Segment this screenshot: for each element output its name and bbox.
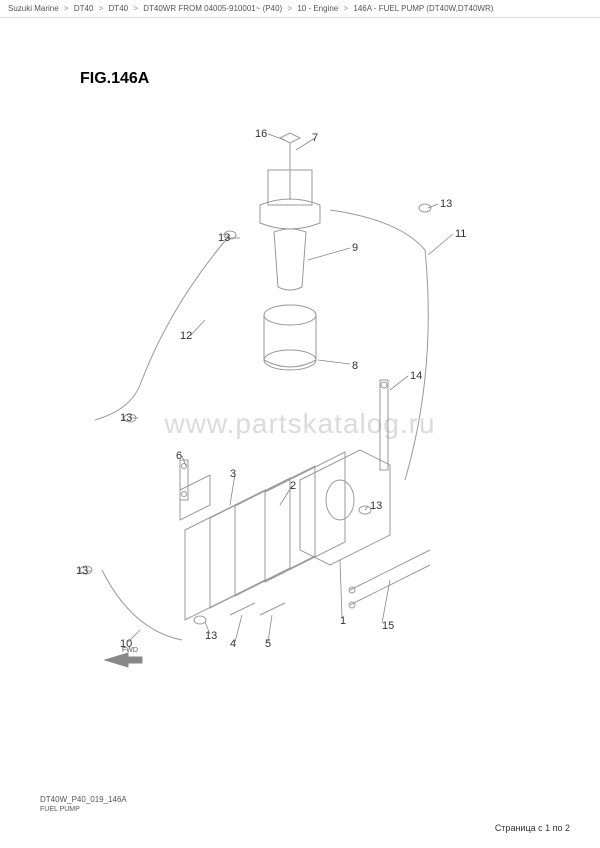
callout-11: 11 bbox=[455, 228, 466, 240]
callout-5: 5 bbox=[265, 638, 271, 650]
breadcrumb-item[interactable]: DT40 bbox=[109, 4, 129, 13]
callout-13: 13 bbox=[76, 565, 88, 577]
callout-2: 2 bbox=[290, 480, 296, 492]
breadcrumb-item[interactable]: 10 - Engine bbox=[297, 4, 338, 13]
breadcrumb-separator: > bbox=[99, 4, 104, 13]
breadcrumb-item[interactable]: DT40WR FROM 04005-910001~ (P40) bbox=[143, 4, 282, 13]
callout-13: 13 bbox=[370, 500, 382, 512]
callout-9: 9 bbox=[352, 242, 358, 254]
callout-6: 6 bbox=[176, 450, 182, 462]
callout-1: 1 bbox=[340, 615, 346, 627]
callout-12: 12 bbox=[180, 330, 192, 342]
callout-14: 14 bbox=[410, 370, 422, 382]
breadcrumb-separator: > bbox=[343, 4, 348, 13]
callout-13: 13 bbox=[120, 412, 132, 424]
breadcrumb-item[interactable]: 146A - FUEL PUMP (DT40W,DT40WR) bbox=[353, 4, 493, 13]
callout-13: 13 bbox=[440, 198, 452, 210]
callout-16: 16 bbox=[255, 128, 267, 140]
breadcrumb-item[interactable]: DT40 bbox=[74, 4, 94, 13]
callout-13: 13 bbox=[218, 232, 230, 244]
figure-code-block: DT40W_P40_019_146A FUEL PUMP bbox=[40, 795, 127, 813]
callout-8: 8 bbox=[352, 360, 358, 372]
callout-7: 7 bbox=[312, 132, 318, 144]
breadcrumb-separator: > bbox=[64, 4, 69, 13]
fwd-arrow-icon: FWD bbox=[100, 645, 160, 680]
watermark: www.partskatalog.ru bbox=[164, 408, 435, 440]
callout-13: 13 bbox=[205, 630, 217, 642]
callout-4: 4 bbox=[230, 638, 236, 650]
breadcrumb-item[interactable]: Suzuki Marine bbox=[8, 4, 59, 13]
breadcrumb-separator: > bbox=[287, 4, 292, 13]
breadcrumb-separator: > bbox=[133, 4, 138, 13]
figure-label: FUEL PUMP bbox=[40, 806, 127, 813]
breadcrumb: Suzuki Marine > DT40 > DT40 > DT40WR FRO… bbox=[0, 0, 600, 18]
figure-code: DT40W_P40_019_146A bbox=[40, 795, 127, 804]
callout-3: 3 bbox=[230, 468, 236, 480]
fwd-text: FWD bbox=[122, 647, 138, 654]
callout-15: 15 bbox=[382, 620, 394, 632]
pagination: Страница с 1 по 2 bbox=[495, 823, 570, 833]
